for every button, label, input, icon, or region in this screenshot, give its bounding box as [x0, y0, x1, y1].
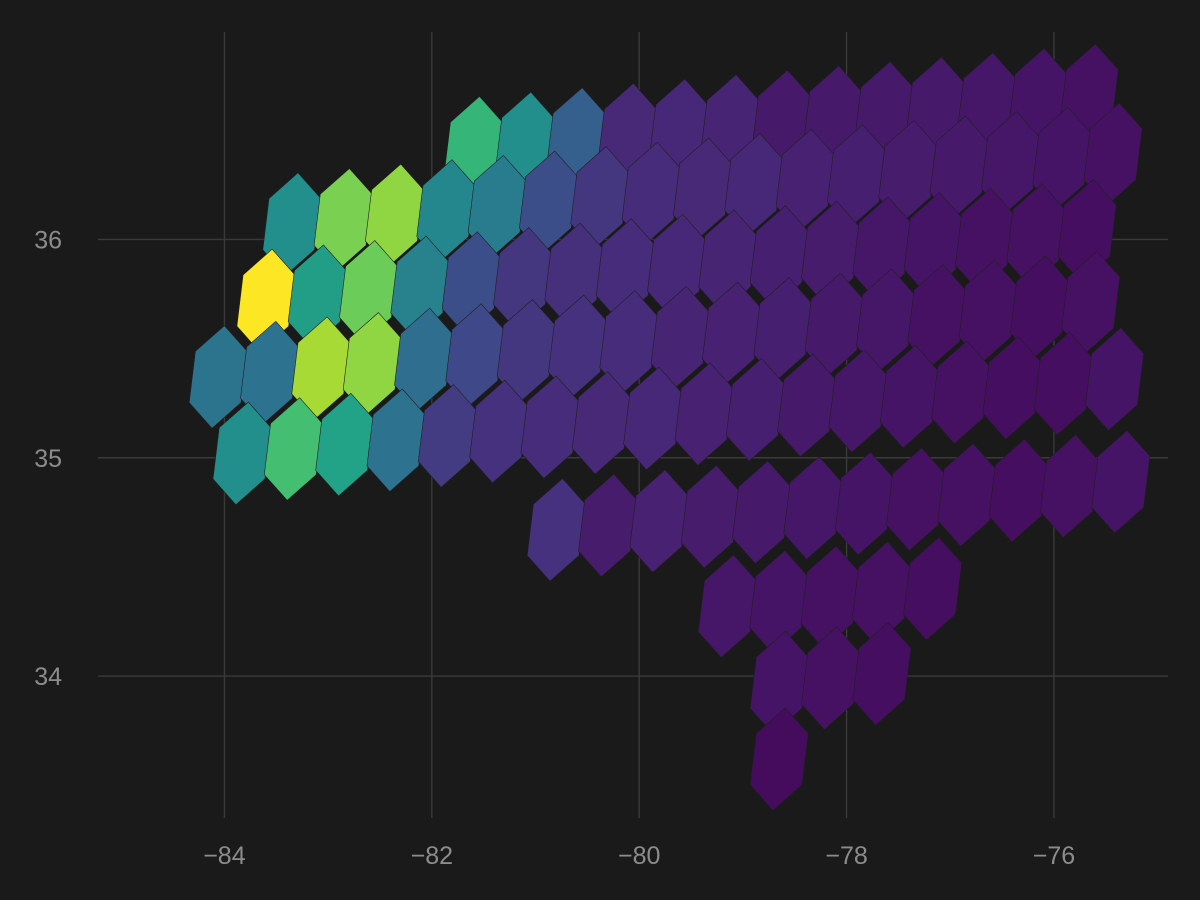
y-tick-label: 35 — [34, 445, 62, 473]
hex-cell — [1040, 434, 1099, 538]
hex-cell — [903, 536, 963, 641]
hex-cell — [526, 478, 586, 582]
hex-cell — [749, 707, 809, 811]
hex-cell — [937, 443, 997, 547]
axis-layer: −84 −82 −80 −78 −76 34 35 36 — [34, 226, 1075, 870]
x-tick-label: −76 — [1033, 842, 1075, 870]
x-tick-label: −80 — [618, 842, 660, 870]
x-tick-label: −78 — [825, 842, 867, 870]
x-tick-label: −84 — [203, 842, 246, 870]
hex-cell — [680, 464, 740, 569]
hex-layer — [188, 43, 1151, 811]
y-tick-label: 36 — [34, 226, 62, 254]
hex-cell — [783, 456, 843, 560]
hex-cell — [732, 460, 791, 565]
hex-cell — [988, 438, 1048, 543]
hex-cell — [578, 473, 637, 578]
hex-cell — [697, 554, 757, 658]
y-tick-label: 34 — [34, 663, 62, 691]
hex-cell — [834, 451, 894, 556]
hex-cell — [1091, 430, 1151, 534]
hex-cell — [886, 447, 945, 551]
x-tick-label: −82 — [411, 842, 453, 870]
hex-cell — [1085, 327, 1144, 431]
hex-cell — [801, 626, 860, 731]
hex-cell — [852, 622, 912, 726]
